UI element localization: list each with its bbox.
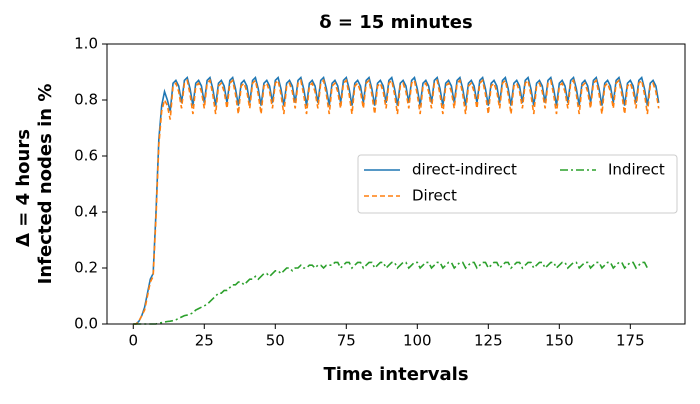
- plot-frame: [106, 43, 686, 325]
- x-tick-label: 25: [195, 332, 214, 350]
- series-line: [133, 76, 660, 325]
- y-tick-label: 0.2: [74, 259, 98, 277]
- y-tick-label: 0.6: [74, 147, 98, 165]
- x-tick-label: 0: [128, 332, 138, 350]
- x-tick-label: 150: [545, 332, 574, 350]
- y-axis-label: Δ = 4 hours: [13, 129, 34, 247]
- y-tick-label: 0.4: [74, 203, 98, 221]
- x-axis-label: Time intervals: [323, 364, 468, 385]
- legend-box: [357, 154, 678, 214]
- y-tick-label: 1.0: [74, 35, 98, 53]
- x-tick-label: 125: [474, 332, 503, 350]
- legend: direct-indirect Direct Indirect: [357, 154, 678, 214]
- y-axis-label: Infected nodes in %: [35, 84, 56, 285]
- x-tick-label: 50: [266, 332, 285, 350]
- x-tick-label: 75: [337, 332, 356, 350]
- x-tick-label: 175: [616, 332, 645, 350]
- legend-label: Indirect: [608, 161, 665, 179]
- y-tick-label: 0.8: [74, 91, 98, 109]
- x-tick-label: 100: [403, 332, 432, 350]
- chart-title: δ = 15 minutes: [319, 12, 472, 33]
- legend-label: direct-indirect: [412, 161, 517, 179]
- series-line: [133, 78, 660, 325]
- legend-label: Direct: [412, 187, 457, 205]
- series-line: [133, 261, 649, 325]
- y-tick-label: 0.0: [74, 315, 98, 333]
